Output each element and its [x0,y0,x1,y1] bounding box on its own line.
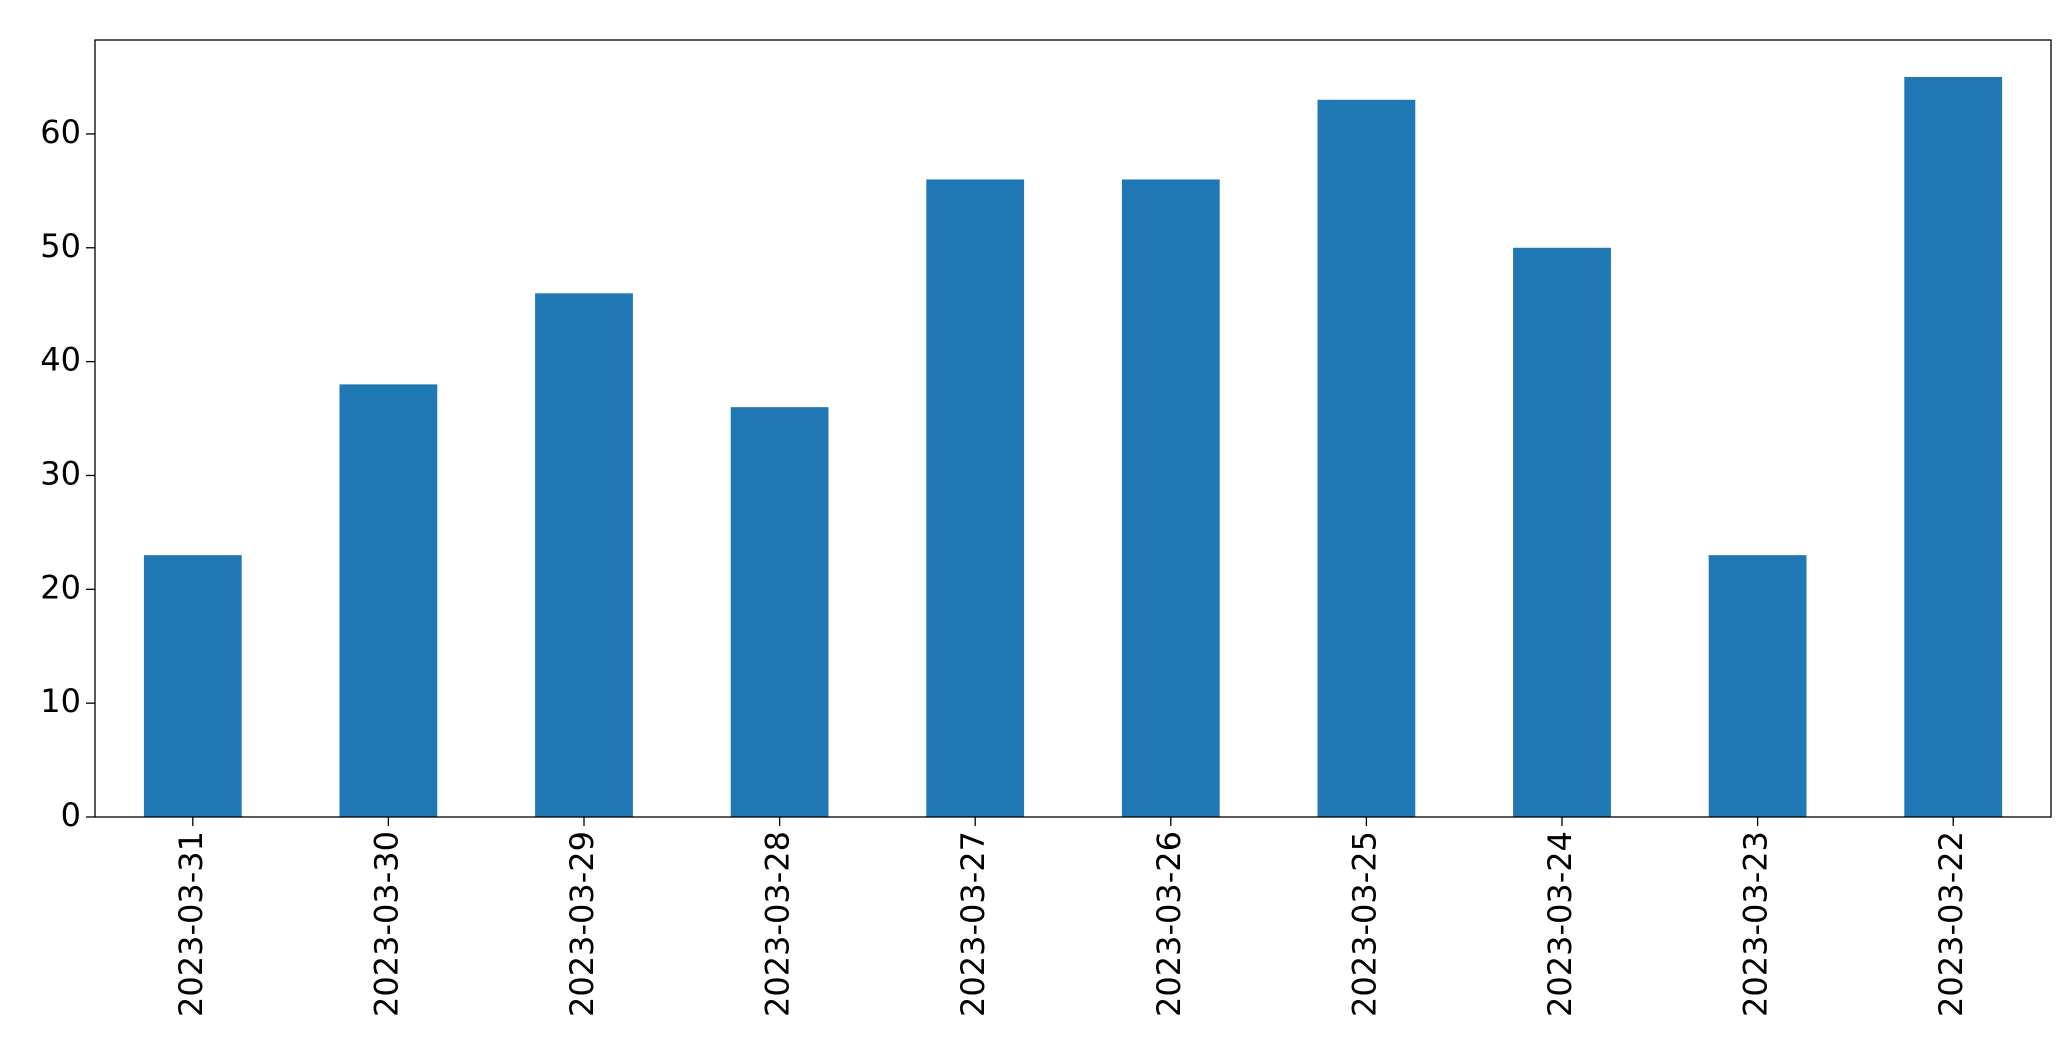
y-tick-label: 50 [40,227,81,265]
axes-frame [94,39,2052,818]
x-tick-label: 2023-03-26 [1150,831,1188,1017]
y-tick-label: 10 [40,682,81,720]
bar [926,179,1025,817]
x-tick-label: 2023-03-24 [1541,831,1579,1017]
x-tick-label: 2023-03-31 [172,831,210,1017]
y-tick-label: 30 [40,454,81,492]
bar [1904,77,2003,817]
x-tick-label: 2023-03-22 [1932,831,1970,1017]
x-tick-label: 2023-03-27 [954,831,992,1017]
bar [1708,555,1807,817]
bar [1121,179,1220,817]
bar [143,555,242,817]
x-tick-label: 2023-03-23 [1737,831,1775,1017]
x-tick-label: 2023-03-30 [367,831,405,1017]
y-tick-label: 20 [40,568,81,606]
y-tick-label: 40 [40,341,81,379]
y-tick-label: 0 [61,796,81,834]
x-tick-label: 2023-03-25 [1345,831,1383,1017]
x-tick-label: 2023-03-28 [759,831,797,1017]
bar [730,407,829,817]
bar [339,384,438,817]
y-tick-label: 60 [40,113,81,151]
bar [1317,99,1416,818]
bar [535,293,633,817]
bar [1513,247,1611,817]
x-tick-label: 2023-03-29 [563,831,601,1017]
